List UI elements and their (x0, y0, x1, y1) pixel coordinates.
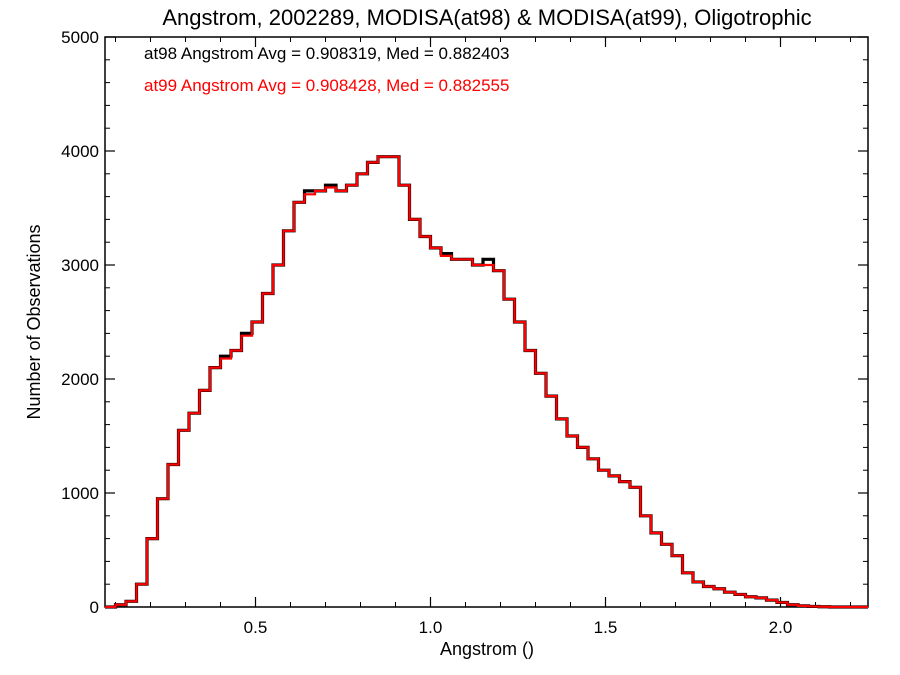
series-line-1 (105, 155, 868, 609)
x-tick-label: 0.5 (244, 618, 268, 637)
x-tick-label: 1.0 (419, 618, 443, 637)
y-tick-label: 5000 (61, 28, 99, 47)
y-tick-label: 4000 (61, 142, 99, 161)
annotation-at99: at99 Angstrom Avg = 0.908428, Med = 0.88… (144, 76, 509, 95)
chart-title: Angstrom, 2002289, MODISA(at98) & MODISA… (162, 5, 811, 30)
series-layer (105, 155, 868, 609)
y-tick-label: 2000 (61, 370, 99, 389)
y-tick-label: 1000 (61, 484, 99, 503)
series-line-0 (105, 155, 868, 609)
annotation-at98: at98 Angstrom Avg = 0.908319, Med = 0.88… (144, 44, 509, 63)
x-tick-label: 1.5 (594, 618, 618, 637)
y-tick-label: 3000 (61, 256, 99, 275)
y-tick-label: 0 (90, 598, 99, 617)
x-axis-label: Angstrom () (440, 639, 534, 659)
x-tick-label: 2.0 (769, 618, 793, 637)
x-axis-ticks: 0.5 1.0 1.5 2.0 (115, 37, 851, 637)
plot-frame (104, 36, 869, 608)
y-axis-ticks: 0 1000 2000 3000 4000 5000 (61, 28, 868, 617)
y-axis-label: Number of Observations (24, 224, 44, 419)
